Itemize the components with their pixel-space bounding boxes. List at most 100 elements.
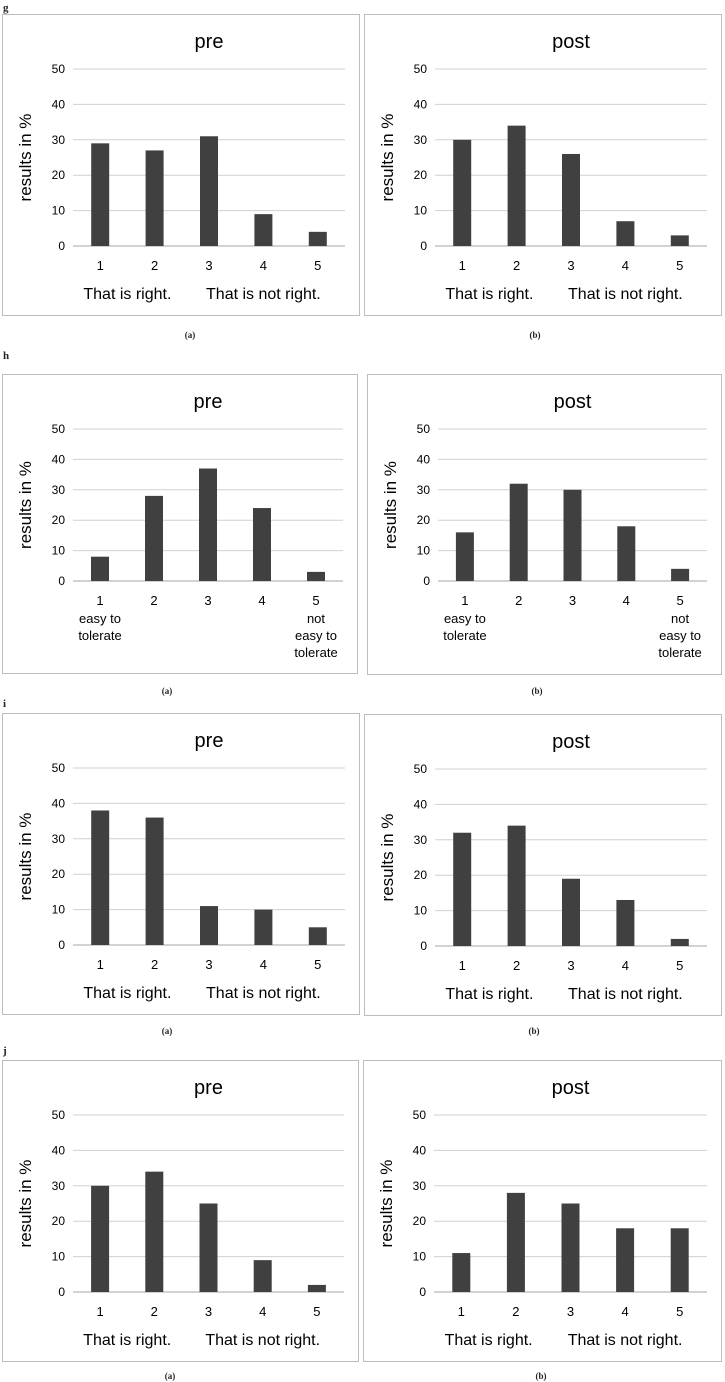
y-axis-label: results in % bbox=[377, 1160, 396, 1248]
x-tick-label: 5 bbox=[676, 1304, 683, 1319]
y-tick-label: 50 bbox=[414, 62, 428, 76]
x-tick-label: 2 bbox=[151, 258, 158, 273]
bar-5 bbox=[670, 938, 689, 946]
bar-3 bbox=[562, 153, 580, 246]
y-tick-label: 30 bbox=[414, 133, 428, 147]
bar-1 bbox=[453, 832, 472, 946]
sublabel-j-a: (a) bbox=[164, 1371, 176, 1381]
x-tick-label: 1 bbox=[97, 957, 104, 972]
bar-4 bbox=[253, 508, 271, 581]
sublabel-h-b: (b) bbox=[531, 686, 543, 696]
bar-2 bbox=[507, 125, 526, 246]
bar-1 bbox=[91, 810, 110, 945]
x-tick-label: 4 bbox=[260, 258, 267, 273]
y-tick-label: 30 bbox=[417, 483, 431, 497]
y-tick-label: 20 bbox=[52, 513, 66, 527]
bar-4 bbox=[616, 899, 635, 946]
x-tick-label: 3 bbox=[205, 957, 212, 972]
x-sublabel-right: That is not right. bbox=[568, 1332, 683, 1349]
x-tick-label: 2 bbox=[515, 593, 522, 608]
chart-svg: post results in % 0 10 20 30 40 50 1 2 3 4 5 That is … bbox=[377, 1077, 707, 1349]
chart-title: pre bbox=[195, 730, 224, 752]
x-tick-label: 1 bbox=[97, 258, 104, 273]
y-tick-label: 10 bbox=[417, 544, 431, 558]
y-axis-label: results in % bbox=[16, 813, 35, 901]
x-tick-label: 3 bbox=[205, 258, 212, 273]
bar-5 bbox=[671, 568, 690, 581]
y-axis-label: results in % bbox=[381, 461, 400, 549]
y-tick-label: 50 bbox=[52, 422, 66, 436]
x-tick-label: 3 bbox=[567, 1304, 574, 1319]
y-tick-label: 20 bbox=[414, 868, 428, 882]
x-sublabel-right: That is not right. bbox=[205, 1332, 320, 1349]
y-axis-label: results in % bbox=[378, 814, 397, 902]
x-tick-label: 3 bbox=[567, 258, 574, 273]
x-tick-label: 4 bbox=[621, 1304, 628, 1319]
x-tick-label: 5 bbox=[312, 593, 319, 608]
sublabel-g-a: (a) bbox=[184, 330, 196, 340]
y-tick-label: 30 bbox=[413, 1179, 427, 1193]
bar-3 bbox=[199, 1203, 218, 1292]
y-tick-label: 20 bbox=[52, 168, 66, 182]
y-tick-label: 50 bbox=[414, 762, 428, 776]
bar-3 bbox=[200, 906, 218, 945]
x-tick-label: 2 bbox=[513, 258, 520, 273]
x-tick-label: 4 bbox=[622, 258, 629, 273]
y-tick-label: 50 bbox=[52, 1108, 66, 1122]
group-label-i: i bbox=[3, 698, 7, 710]
x-tick-label: 2 bbox=[513, 958, 520, 973]
y-tick-label: 10 bbox=[52, 544, 66, 558]
sublabel-g-b: (b) bbox=[529, 330, 541, 340]
x-tick-label: 4 bbox=[622, 958, 629, 973]
y-tick-label: 10 bbox=[413, 1250, 427, 1264]
chart-i-pre: pre results in % 0 10 20 30 40 50 1 2 3 4 5 That is r… bbox=[2, 713, 360, 1015]
chart-svg: post results in % 0 10 20 30 40 50 1 2 3 4 5 That is … bbox=[378, 731, 707, 1003]
bar-2 bbox=[506, 1192, 525, 1292]
chart-i-post: post results in % 0 10 20 30 40 50 1 2 3 4 5 That is … bbox=[364, 714, 722, 1016]
y-tick-label: 30 bbox=[52, 832, 66, 846]
y-tick-label: 20 bbox=[52, 1214, 66, 1228]
x-tick-label: 5 bbox=[314, 957, 321, 972]
x-sublabel-left: That is right. bbox=[445, 986, 533, 1003]
bar-5 bbox=[670, 235, 689, 246]
x-tick-label: 3 bbox=[204, 593, 211, 608]
y-tick-label: 0 bbox=[58, 1285, 65, 1299]
x-sublabel-left: That is right. bbox=[83, 286, 171, 303]
x-tick-label: 3 bbox=[567, 958, 574, 973]
bar-4 bbox=[254, 214, 273, 246]
bar-5 bbox=[308, 231, 327, 246]
y-axis-label: results in % bbox=[16, 461, 35, 549]
y-tick-label: 0 bbox=[420, 239, 427, 253]
y-tick-label: 20 bbox=[414, 168, 428, 182]
bar-4 bbox=[254, 909, 273, 945]
y-tick-label: 10 bbox=[52, 1250, 66, 1264]
y-tick-label: 0 bbox=[58, 574, 65, 588]
chart-title: pre bbox=[194, 391, 223, 413]
bar-3 bbox=[200, 136, 218, 246]
chart-h-pre: pre results in % 0 10 20 30 40 50 1 easy to tolera… bbox=[2, 374, 358, 674]
x-tick-label: 2 bbox=[151, 1304, 158, 1319]
y-tick-label: 0 bbox=[58, 239, 65, 253]
y-tick-label: 40 bbox=[52, 97, 66, 111]
x-sublabel-left: That is right. bbox=[83, 985, 171, 1002]
bar-1 bbox=[452, 1253, 471, 1292]
x-tick-label: 5 bbox=[676, 958, 683, 973]
group-label-j: j bbox=[3, 1045, 7, 1057]
chart-g-post: post results in % 0 10 20 30 40 50 1 2 3 4 5 That is … bbox=[364, 14, 722, 316]
x-sublabel-right: That is not right. bbox=[568, 986, 683, 1003]
bar-1 bbox=[91, 1185, 110, 1292]
x-tick-label: 3 bbox=[569, 593, 576, 608]
chart-svg: pre results in % 0 10 20 30 40 50 1 2 3 4 5 That is r… bbox=[16, 31, 345, 303]
group-label-g: g bbox=[3, 2, 9, 14]
bar-3 bbox=[199, 468, 217, 581]
x-tick-label: 4 bbox=[259, 1304, 266, 1319]
bar-1 bbox=[453, 139, 472, 246]
y-tick-label: 40 bbox=[52, 796, 66, 810]
bar-2 bbox=[145, 817, 164, 945]
sublabel-i-a: (a) bbox=[161, 1026, 173, 1036]
chart-j-post: post results in % 0 10 20 30 40 50 1 2 3 4 5 That is … bbox=[363, 1060, 722, 1362]
y-tick-label: 30 bbox=[414, 833, 428, 847]
y-tick-label: 50 bbox=[52, 761, 66, 775]
bar-4 bbox=[616, 1228, 635, 1292]
x-tick-label: 2 bbox=[151, 957, 158, 972]
